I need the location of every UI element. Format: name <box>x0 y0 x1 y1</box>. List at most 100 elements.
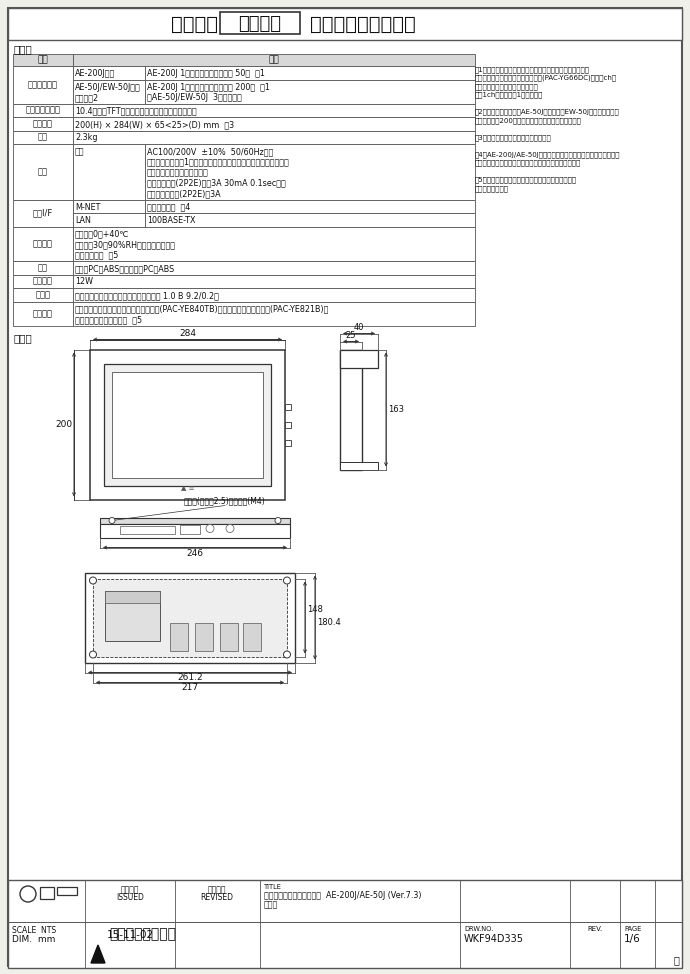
Text: など、別売の給電ユニットが必要な場合があります。: など、別売の給電ユニットが必要な場合があります。 <box>475 160 581 167</box>
Text: TITLE: TITLE <box>264 884 282 890</box>
Bar <box>13 275 73 288</box>
Text: ＊2: ＊2 <box>75 93 99 102</box>
Bar <box>145 200 475 213</box>
Text: 取り付け。屋内設置専用  ＊5: 取り付け。屋内設置専用 ＊5 <box>75 315 142 324</box>
Text: AE-200J 1台あたり室内ユニット 50台  ＊1: AE-200J 1台あたり室内ユニット 50台 ＊1 <box>147 69 265 78</box>
Circle shape <box>275 517 281 523</box>
Bar <box>13 144 73 200</box>
Text: 過電流遮断器(2P2E)　3A: 過電流遮断器(2P2E) 3A <box>147 189 221 198</box>
Text: 湿度　　30〜90%RH（結露なきこと）: 湿度 30〜90%RH（結露なきこと） <box>75 240 176 249</box>
Bar <box>145 144 475 200</box>
Text: ＊3：＜　＞内は埋込設置時の突出部分: ＊3：＜ ＞内は埋込設置時の突出部分 <box>475 134 552 140</box>
Text: 使用環境: 使用環境 <box>33 240 53 248</box>
Text: 接続管理台数: 接続管理台数 <box>28 80 58 90</box>
Circle shape <box>20 886 36 902</box>
Bar <box>105 590 160 641</box>
Bar <box>340 462 378 469</box>
Text: 40: 40 <box>354 323 364 332</box>
Bar <box>285 422 291 428</box>
Bar <box>13 261 73 275</box>
Text: 内容: 内容 <box>268 56 279 64</box>
Bar <box>285 439 291 445</box>
Text: ビル空調: ビル空調 <box>239 15 282 33</box>
Bar <box>73 261 475 275</box>
Text: 246: 246 <box>186 548 204 557</box>
Circle shape <box>284 651 290 658</box>
Bar <box>73 80 145 103</box>
Bar <box>73 227 475 261</box>
Circle shape <box>206 525 214 533</box>
Text: してください。: してください。 <box>475 185 509 192</box>
Text: 284: 284 <box>179 329 196 339</box>
Bar <box>13 66 73 103</box>
Bar <box>13 302 73 325</box>
Bar <box>13 227 73 261</box>
Bar <box>112 371 263 477</box>
Bar <box>73 103 475 117</box>
Text: ＊5：ビジネスオフィス環境または同等の環境で使用: ＊5：ビジネスオフィス環境または同等の環境で使用 <box>475 176 577 183</box>
Text: 項目: 項目 <box>38 56 48 64</box>
Bar <box>145 66 475 80</box>
Text: 空調冷熱総合管理システム  AE-200J/AE-50J (Ver.7.3): 空調冷熱総合管理システム AE-200J/AE-50J (Ver.7.3) <box>264 891 422 900</box>
Bar <box>73 275 475 288</box>
Text: （1chは管理台数1台に相当）: （1chは管理台数1台に相当） <box>475 92 544 98</box>
Bar <box>40 887 54 899</box>
Text: M-NET: M-NET <box>75 203 100 211</box>
Text: DRW.NO.: DRW.NO. <box>464 926 493 932</box>
Text: カバー部　クリアホワイト　（マンセル 1.0 B 9.2/0.2）: カバー部 クリアホワイト （マンセル 1.0 B 9.2/0.2） <box>75 291 219 300</box>
Bar <box>57 887 77 895</box>
Bar <box>195 622 213 651</box>
Bar <box>73 131 475 144</box>
Text: 液晶表示・操作: 液晶表示・操作 <box>26 106 61 115</box>
Text: REVISED: REVISED <box>201 893 233 902</box>
Circle shape <box>284 577 290 584</box>
Circle shape <box>90 651 97 658</box>
Text: 本体より給電  ＊4: 本体より給電 ＊4 <box>147 203 190 211</box>
Text: 作成日付: 作成日付 <box>121 885 139 894</box>
Text: 通信I/F: 通信I/F <box>33 208 53 217</box>
Bar <box>105 590 160 603</box>
Bar <box>13 103 73 117</box>
Bar <box>340 350 378 367</box>
Bar <box>8 880 682 968</box>
Bar <box>73 213 145 227</box>
Text: ＊: ＊ <box>673 955 679 965</box>
Text: 200: 200 <box>55 420 72 429</box>
Text: 25: 25 <box>346 331 356 341</box>
Bar <box>90 350 285 500</box>
Bar <box>145 80 475 103</box>
Bar <box>285 403 291 409</box>
Text: AE-200J 1台あたり室内ユニット 200台  ＊1: AE-200J 1台あたり室内ユニット 200台 ＊1 <box>147 83 270 92</box>
Bar <box>340 350 362 469</box>
Text: DIM.  mm: DIM. mm <box>12 935 55 944</box>
Text: （AE-50J/EW-50J  3台接続時）: （AE-50J/EW-50J 3台接続時） <box>147 93 242 102</box>
Text: 電源: 電源 <box>38 168 48 176</box>
Text: 200(H) × 284(W) × 65<25>(D) mm  ＊3: 200(H) × 284(W) × 65<25>(D) mm ＊3 <box>75 120 234 129</box>
Text: AE-200J単独: AE-200J単独 <box>75 69 115 78</box>
Bar <box>93 579 287 656</box>
Bar <box>73 144 145 200</box>
Text: 180.4: 180.4 <box>317 618 341 627</box>
Text: AE-50J/EW-50J併用: AE-50J/EW-50J併用 <box>75 83 141 92</box>
Text: 漏電遮断器を本機1台ごとに設置してください。また、必ず過電流: 漏電遮断器を本機1台ごとに設置してください。また、必ず過電流 <box>147 158 290 167</box>
Text: 外形図: 外形図 <box>14 333 32 344</box>
Bar <box>85 573 295 662</box>
Text: ＊1：室内ユニットの形名により、管理台数が変わる場合が: ＊1：室内ユニットの形名により、管理台数が変わる場合が <box>475 66 590 73</box>
Text: ISSUED: ISSUED <box>116 893 144 902</box>
Text: 質量: 質量 <box>38 132 48 142</box>
Bar <box>13 54 73 66</box>
Bar <box>8 8 682 40</box>
Text: 2.3kg: 2.3kg <box>75 133 97 142</box>
Text: 屋内設置専用  ＊5: 屋内設置専用 ＊5 <box>75 250 119 259</box>
Text: 本体：PC＋ABS　カバー：PC＋ABS: 本体：PC＋ABS カバー：PC＋ABS <box>75 264 175 273</box>
Bar <box>13 131 73 144</box>
Text: 管理システム仕様書: 管理システム仕様書 <box>310 15 416 33</box>
Text: REV.: REV. <box>587 926 602 932</box>
Text: WKF94D335: WKF94D335 <box>464 934 524 944</box>
Bar <box>73 200 145 213</box>
Text: により管理台数が変わります。: により管理台数が変わります。 <box>475 83 539 90</box>
Bar <box>73 288 475 302</box>
Bar <box>73 117 475 131</box>
Text: 六角穴(二面幅2.5)付ボルト(M4): 六角穴(二面幅2.5)付ボルト(M4) <box>184 497 266 506</box>
Bar <box>104 363 271 485</box>
